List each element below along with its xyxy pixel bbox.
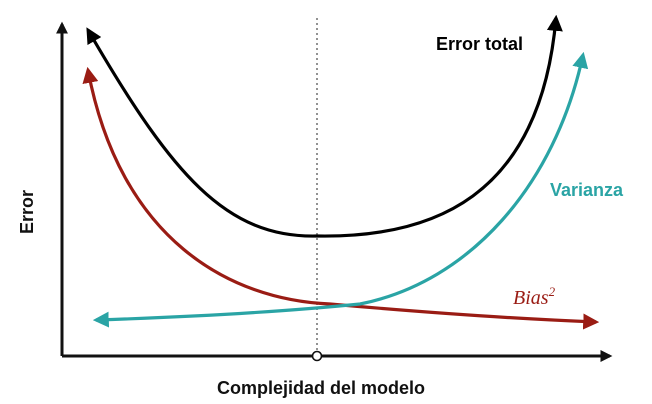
series-varianza-curve	[92, 51, 589, 328]
series-label-error-total: Error total	[436, 34, 523, 54]
y-axis-label: Error	[17, 190, 37, 234]
optimum-marker	[311, 350, 323, 362]
series-label-bias: Bias2	[513, 284, 556, 309]
x-axis-label: Complejidad del modelo	[217, 378, 425, 398]
series-label-bias-superscript: 2	[549, 284, 556, 299]
series-label-bias-name: Bias	[513, 287, 549, 309]
series-label-varianza: Varianza	[550, 180, 624, 200]
